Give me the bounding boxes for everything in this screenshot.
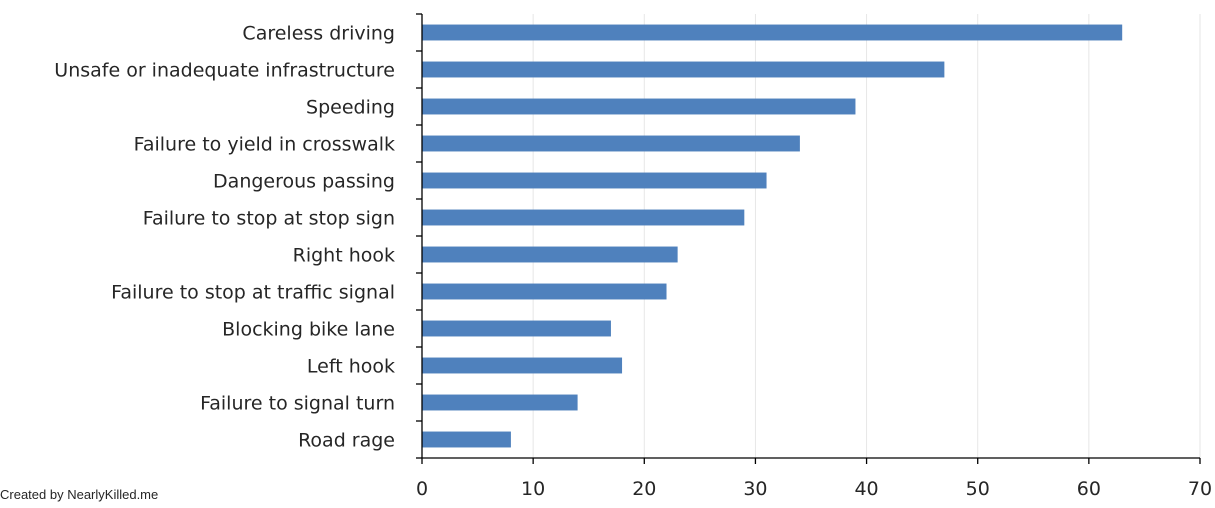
x-tick-label-20: 20: [632, 478, 656, 500]
credit-text: Created by NearlyKilled.me: [0, 487, 159, 502]
category-label-12: Road rage: [298, 430, 395, 452]
category-label-11: Failure to signal turn: [200, 393, 395, 415]
bar-7: [422, 246, 678, 263]
bar-2: [422, 61, 945, 78]
category-label-1: Careless driving: [242, 23, 395, 45]
category-label-9: Blocking bike lane: [222, 319, 395, 341]
bar-12: [422, 431, 511, 448]
bar-5: [422, 172, 767, 189]
category-label-8: Failure to stop at traffic signal: [111, 282, 395, 304]
x-tick-label-0: 0: [416, 478, 428, 500]
bar-11: [422, 394, 578, 411]
x-tick-label-70: 70: [1188, 478, 1212, 500]
bar-3: [422, 98, 856, 115]
bar-6: [422, 209, 745, 226]
category-label-7: Right hook: [293, 245, 395, 267]
bar-8: [422, 283, 667, 300]
category-label-5: Dangerous passing: [213, 171, 395, 193]
labels: 0 10 20 30 40 50 60 70 Careless driving Unsafe or…: [54, 23, 1212, 501]
category-label-4: Failure to yield in crosswalk: [134, 134, 395, 156]
x-tick-label-50: 50: [966, 478, 990, 500]
bar-9: [422, 320, 611, 337]
grid-lines: [532, 14, 1201, 458]
category-label-10: Left hook: [307, 356, 395, 378]
category-label-6: Failure to stop at stop sign: [143, 208, 395, 230]
bar-4: [422, 135, 800, 152]
x-tick-label-40: 40: [854, 478, 878, 500]
category-label-2: Unsafe or inadequate infrastructure: [54, 60, 395, 82]
bar-10: [422, 357, 623, 374]
x-tick-label-10: 10: [521, 478, 545, 500]
x-tick-label-60: 60: [1077, 478, 1101, 500]
axes: [416, 13, 1201, 464]
x-tick-label-30: 30: [743, 478, 767, 500]
bar-1: [422, 24, 1123, 41]
bars: [422, 24, 1123, 448]
category-label-3: Speeding: [306, 97, 395, 119]
